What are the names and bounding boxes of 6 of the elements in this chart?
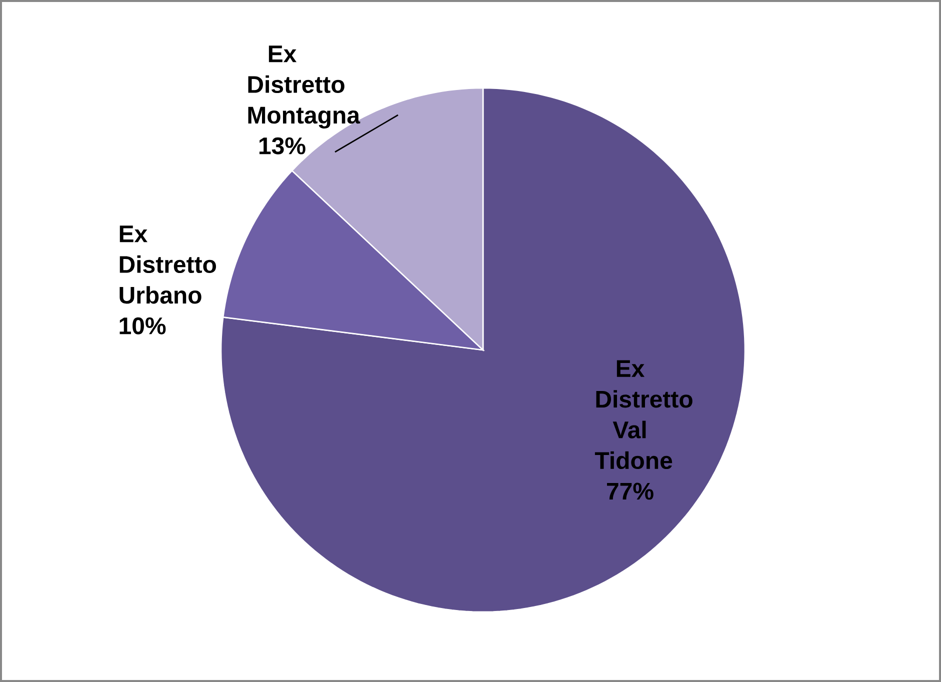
slice-label: Ex Distretto Montagna	[248, 46, 360, 129]
data-label: 13%	[259, 137, 306, 154]
slice-label: Ex Distretto Urbano	[120, 226, 216, 304]
data-label: 10%	[120, 317, 166, 334]
slice-label: Ex Distretto Val Tidone	[594, 360, 692, 470]
data-label: 77%	[607, 482, 654, 500]
